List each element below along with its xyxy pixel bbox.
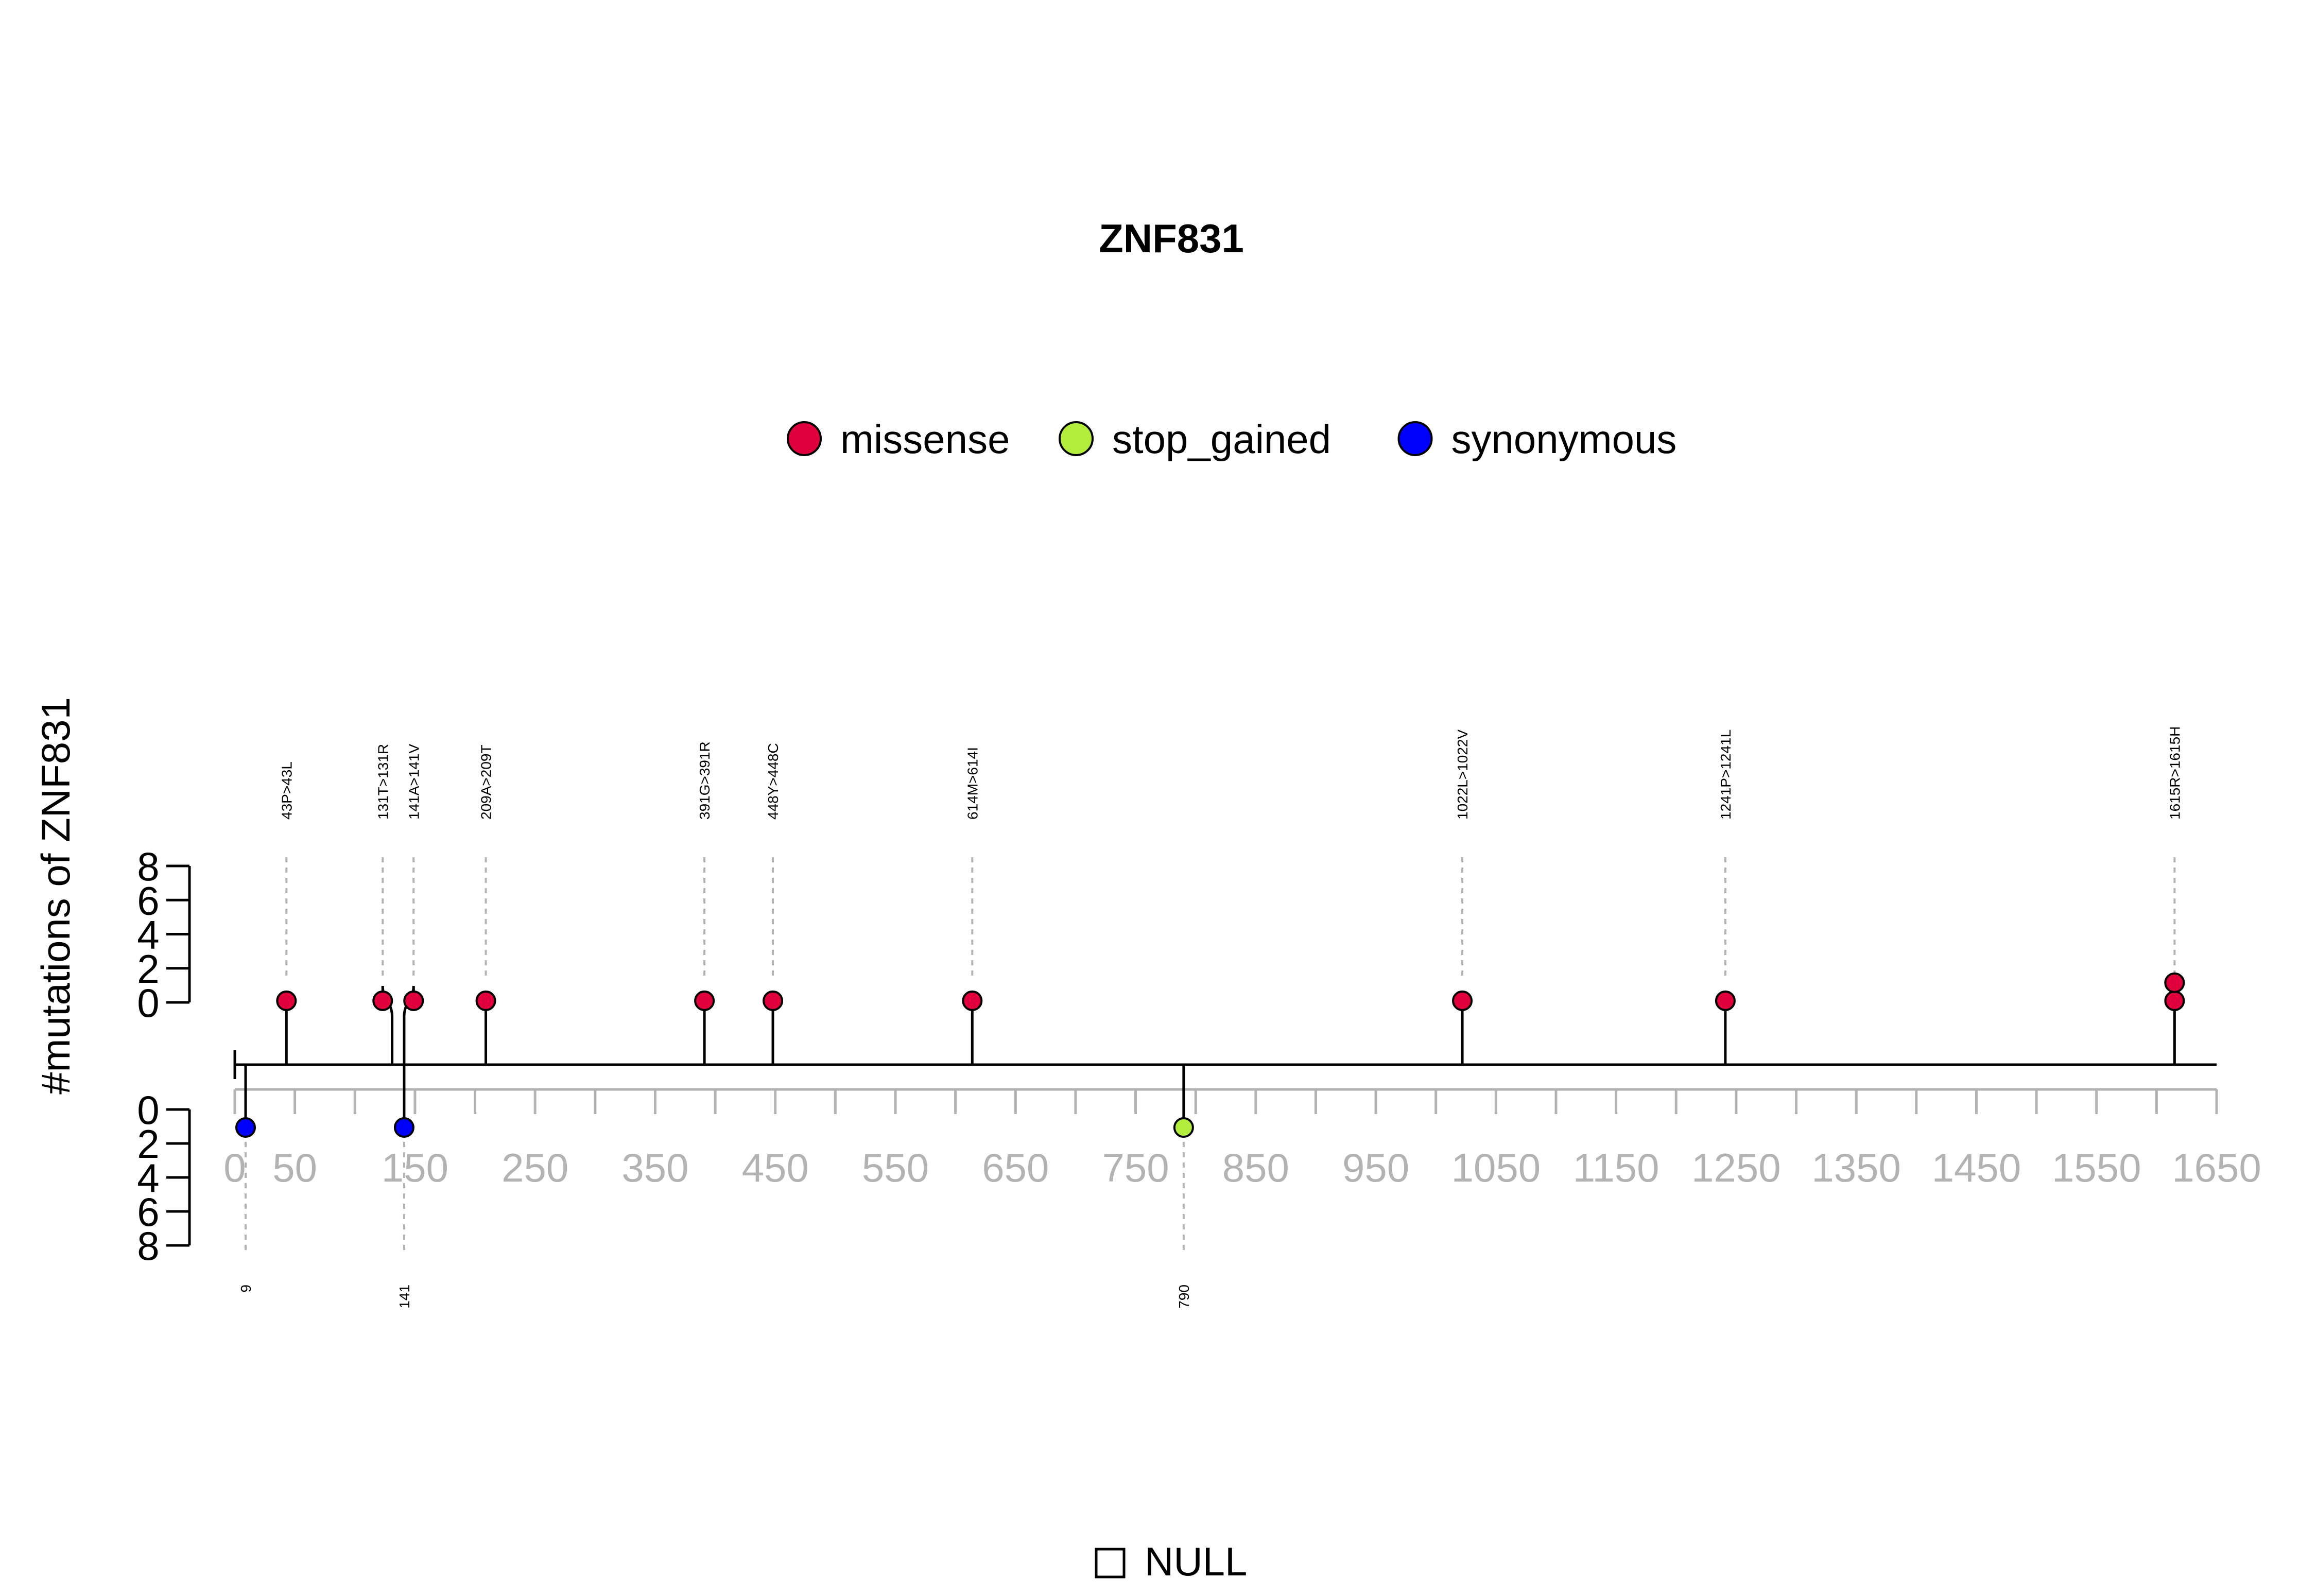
mutation-label-1615: 1615R>1615H — [2167, 726, 2183, 820]
x-tick-label: 250 — [502, 1145, 568, 1190]
legend-label-stop_gained: stop_gained — [1112, 417, 1331, 462]
top-y-tick-label: 6 — [137, 878, 159, 923]
top-y-tick-label: 8 — [137, 844, 159, 889]
bottom-label-790: 790 — [1176, 1285, 1192, 1309]
domain-legend-swatch — [1095, 1548, 1126, 1578]
bottom-y-tick-label: 8 — [137, 1223, 159, 1269]
mutation-label-43: 43P>43L — [279, 761, 295, 820]
domain-legend-label: NULL — [1145, 1539, 1247, 1584]
mutation-label-209: 209A>209T — [478, 744, 494, 820]
bottom-label-141: 141 — [396, 1285, 412, 1309]
top-y-tick-label: 4 — [137, 912, 159, 958]
x-tick-label: 750 — [1102, 1145, 1169, 1190]
chart-title: ZNF831 — [1099, 216, 1244, 261]
y-axis-label: #mutations of ZNF831 — [33, 697, 78, 1095]
x-tick-label: 550 — [862, 1145, 929, 1190]
bottom-head-790 — [1173, 1117, 1194, 1138]
lollipop-head-43 — [276, 990, 297, 1011]
bottom-y-tick-label: 2 — [137, 1121, 159, 1167]
bottom-label-9: 9 — [238, 1285, 254, 1293]
x-tick-label: 1050 — [1451, 1145, 1541, 1190]
bottom-y-tick-label: 0 — [137, 1087, 159, 1133]
x-tick-label: 1250 — [1691, 1145, 1781, 1190]
x-tick-label: 0 — [223, 1145, 246, 1190]
legend-marker-missense — [787, 421, 822, 456]
legend-marker-stop_gained — [1059, 421, 1094, 456]
x-tick-label: 450 — [742, 1145, 809, 1190]
x-tick-label: 1450 — [1932, 1145, 2021, 1190]
x-tick-label: 1150 — [1573, 1145, 1659, 1190]
x-tick-label: 350 — [621, 1145, 688, 1190]
mutation-label-614: 614M>614I — [964, 747, 980, 820]
x-tick-label: 50 — [272, 1145, 317, 1190]
legend: missense stop_gained synonymous — [787, 417, 1677, 462]
legend-label-missense: missense — [840, 417, 1010, 462]
x-tick-label: 950 — [1342, 1145, 1409, 1190]
domain-legend: NULL — [1095, 1539, 1247, 1584]
x-tick-label: 1350 — [1811, 1145, 1901, 1190]
top-y-tick-label: 0 — [137, 980, 159, 1026]
x-axis: 0 50 150 250 350 450 550 650 750 850 950 1050 1150 12… — [223, 1088, 2261, 1190]
lollipop-head-391 — [694, 990, 715, 1011]
top-y-tick-label: 2 — [137, 946, 159, 992]
legend-label-synonymous: synonymous — [1451, 417, 1677, 462]
bottom-y-tick-label: 6 — [137, 1189, 159, 1235]
mutation-label-1022: 1022L>1022V — [1455, 729, 1471, 820]
mutation-label-448: 448Y>448C — [765, 743, 781, 820]
mutation-label-141: 141A>141V — [406, 744, 422, 820]
lollipop-head-209 — [475, 990, 496, 1011]
protein-backbone — [233, 1050, 2217, 1079]
lollipop-head-614 — [962, 990, 983, 1011]
legend-marker-synonymous — [1397, 421, 1433, 456]
x-tick-label: 850 — [1222, 1145, 1289, 1190]
mutation-label-391: 391G>391R — [697, 741, 713, 820]
lollipop-head-141 — [403, 990, 424, 1011]
lollipop-head-1615 — [2164, 972, 2185, 993]
lollipop-head-448 — [763, 990, 784, 1011]
x-tick-label: 1650 — [2172, 1145, 2261, 1190]
bottom-head-9 — [235, 1117, 256, 1138]
x-tick-label: 650 — [982, 1145, 1049, 1190]
x-tick-label: 1550 — [2052, 1145, 2141, 1190]
mutation-label-131: 131T>131R — [375, 744, 391, 820]
bottom-head-141 — [393, 1117, 414, 1138]
x-tick-label: 150 — [382, 1145, 448, 1190]
bottom-y-tick-label: 4 — [137, 1155, 159, 1201]
lollipop-head-131 — [372, 990, 393, 1011]
lollipop-head-1022 — [1452, 990, 1473, 1011]
top-lollipops: 43P>43L 131T>131R 141A>141V 209A>209T 391G>3… — [276, 726, 2185, 1065]
mutation-label-1241: 1241P>1241L — [1718, 730, 1734, 820]
bottom-lollipops: 9 141 790 — [235, 1065, 1194, 1309]
lollipop-head-1241 — [1715, 990, 1736, 1011]
lollipop-head-1615 — [2164, 990, 2185, 1011]
